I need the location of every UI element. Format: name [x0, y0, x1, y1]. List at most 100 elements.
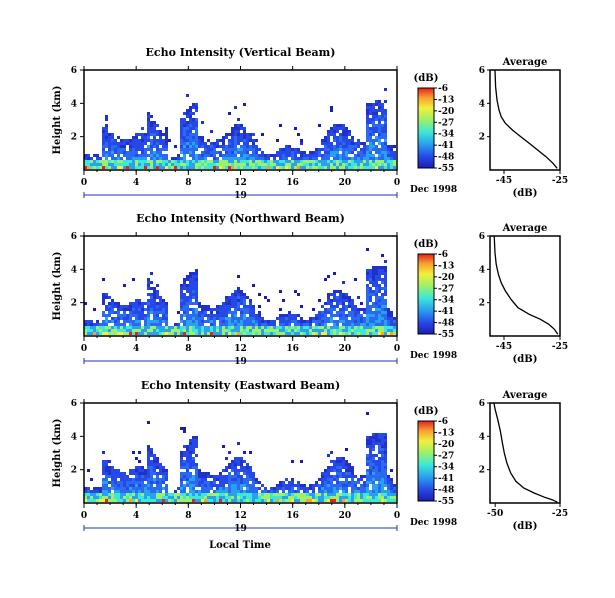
heatmap-cell: [354, 308, 357, 311]
heatmap-cell: [249, 323, 252, 326]
heatmap-cell: [255, 478, 258, 481]
heatmap-cell: [180, 296, 183, 299]
heatmap-cell: [372, 166, 375, 169]
heatmap-cell: [363, 481, 366, 484]
heatmap-cell: [129, 160, 132, 163]
heatmap-cell: [282, 148, 285, 151]
heatmap-cell: [300, 323, 303, 326]
heatmap-cell: [222, 317, 225, 320]
heatmap-cell: [384, 320, 387, 323]
heatmap-cell: [366, 269, 369, 272]
heatmap-cell: [270, 499, 273, 502]
heatmap-cell: [120, 499, 123, 502]
heatmap-cell: [147, 118, 150, 121]
heatmap-cell: [228, 320, 231, 323]
heatmap-cell: [324, 493, 327, 496]
heatmap-cell: [228, 484, 231, 487]
heatmap-cell: [327, 293, 330, 296]
heatmap-cell: [327, 490, 330, 493]
heatmap-cell: [324, 136, 327, 139]
heatmap-cell: [147, 323, 150, 326]
heatmap-cell: [222, 157, 225, 160]
heatmap-cell: [360, 329, 363, 332]
heatmap-cell: [366, 127, 369, 130]
heatmap-cell: [207, 305, 210, 308]
heatmap-cell: [282, 151, 285, 154]
heatmap-cell: [192, 460, 195, 463]
heatmap-cell: [381, 124, 384, 127]
heatmap-cell: [105, 124, 108, 127]
heatmap-cell: [141, 478, 144, 481]
heatmap-cell: [378, 490, 381, 493]
heatmap-cell: [234, 296, 237, 299]
heatmap-cell: [219, 499, 222, 502]
heatmap-cell: [105, 332, 108, 335]
heatmap-cell: [369, 275, 372, 278]
heatmap-cell: [279, 151, 282, 154]
heatmap-cell: [300, 320, 303, 323]
heatmap-cell: [168, 499, 171, 502]
heatmap-cell: [189, 287, 192, 290]
heatmap-cell: [342, 130, 345, 133]
heatmap-cell: [378, 163, 381, 166]
heatmap-cell: [336, 332, 339, 335]
heatmap-cell: [333, 314, 336, 317]
heatmap-cell: [336, 493, 339, 496]
heatmap-cell: [135, 317, 138, 320]
heatmap-cell: [378, 466, 381, 469]
heatmap-cell: [174, 326, 177, 329]
heatmap-cell: [267, 323, 270, 326]
heatmap-cell: [189, 121, 192, 124]
heatmap-cell: [390, 145, 393, 148]
heatmap-cell: [108, 163, 111, 166]
heatmap-cell: [84, 157, 87, 160]
heatmap-cell: [201, 311, 204, 314]
heatmap-cell: [180, 127, 183, 130]
average-title: Average: [502, 390, 548, 401]
heatmap-cell: [189, 127, 192, 130]
heatmap-cell: [285, 493, 288, 496]
heatmap-cell: [153, 302, 156, 305]
heatmap-cell: [339, 332, 342, 335]
heatmap-cell: [186, 139, 189, 142]
heatmap-cell: [312, 496, 315, 499]
heatmap-cell: [192, 439, 195, 442]
heatmap-cell: [156, 145, 159, 148]
heatmap-cell: [228, 475, 231, 478]
heatmap-cell: [192, 163, 195, 166]
heatmap-cell: [273, 332, 276, 335]
average-x-tick-label: -50: [487, 509, 503, 519]
heatmap-cell: [150, 302, 153, 305]
heatmap-cell: [84, 320, 87, 323]
heatmap-cell: [153, 311, 156, 314]
heatmap-cell: [363, 487, 366, 490]
heatmap-cell: [279, 317, 282, 320]
heatmap-cell: [354, 490, 357, 493]
heatmap-cell: [180, 329, 183, 332]
heatmap-cell: [384, 496, 387, 499]
heatmap-cell: [177, 487, 180, 490]
heatmap-cell: [366, 499, 369, 502]
heatmap-cell: [192, 139, 195, 142]
heatmap-cell: [150, 493, 153, 496]
heatmap-cell: [171, 326, 174, 329]
heatmap-cell: [117, 160, 120, 163]
heatmap-cell: [372, 320, 375, 323]
colorbar-label: (dB): [414, 406, 439, 417]
heatmap-cell: [327, 130, 330, 133]
heatmap-cell: [390, 163, 393, 166]
heatmap-cell: [201, 166, 204, 169]
heatmap-cell: [219, 490, 222, 493]
heatmap-cell: [180, 118, 183, 121]
heatmap-cell: [186, 130, 189, 133]
heatmap-cell: [216, 499, 219, 502]
heatmap-cell: [249, 299, 252, 302]
heatmap-cell: [186, 136, 189, 139]
heatmap-cell: [243, 299, 246, 302]
heatmap-cell: [141, 127, 144, 130]
heatmap-cell: [213, 154, 216, 157]
heatmap-cell: [291, 499, 294, 502]
heatmap-cell: [114, 305, 117, 308]
heatmap-cell: [165, 493, 168, 496]
heatmap-cell: [372, 163, 375, 166]
